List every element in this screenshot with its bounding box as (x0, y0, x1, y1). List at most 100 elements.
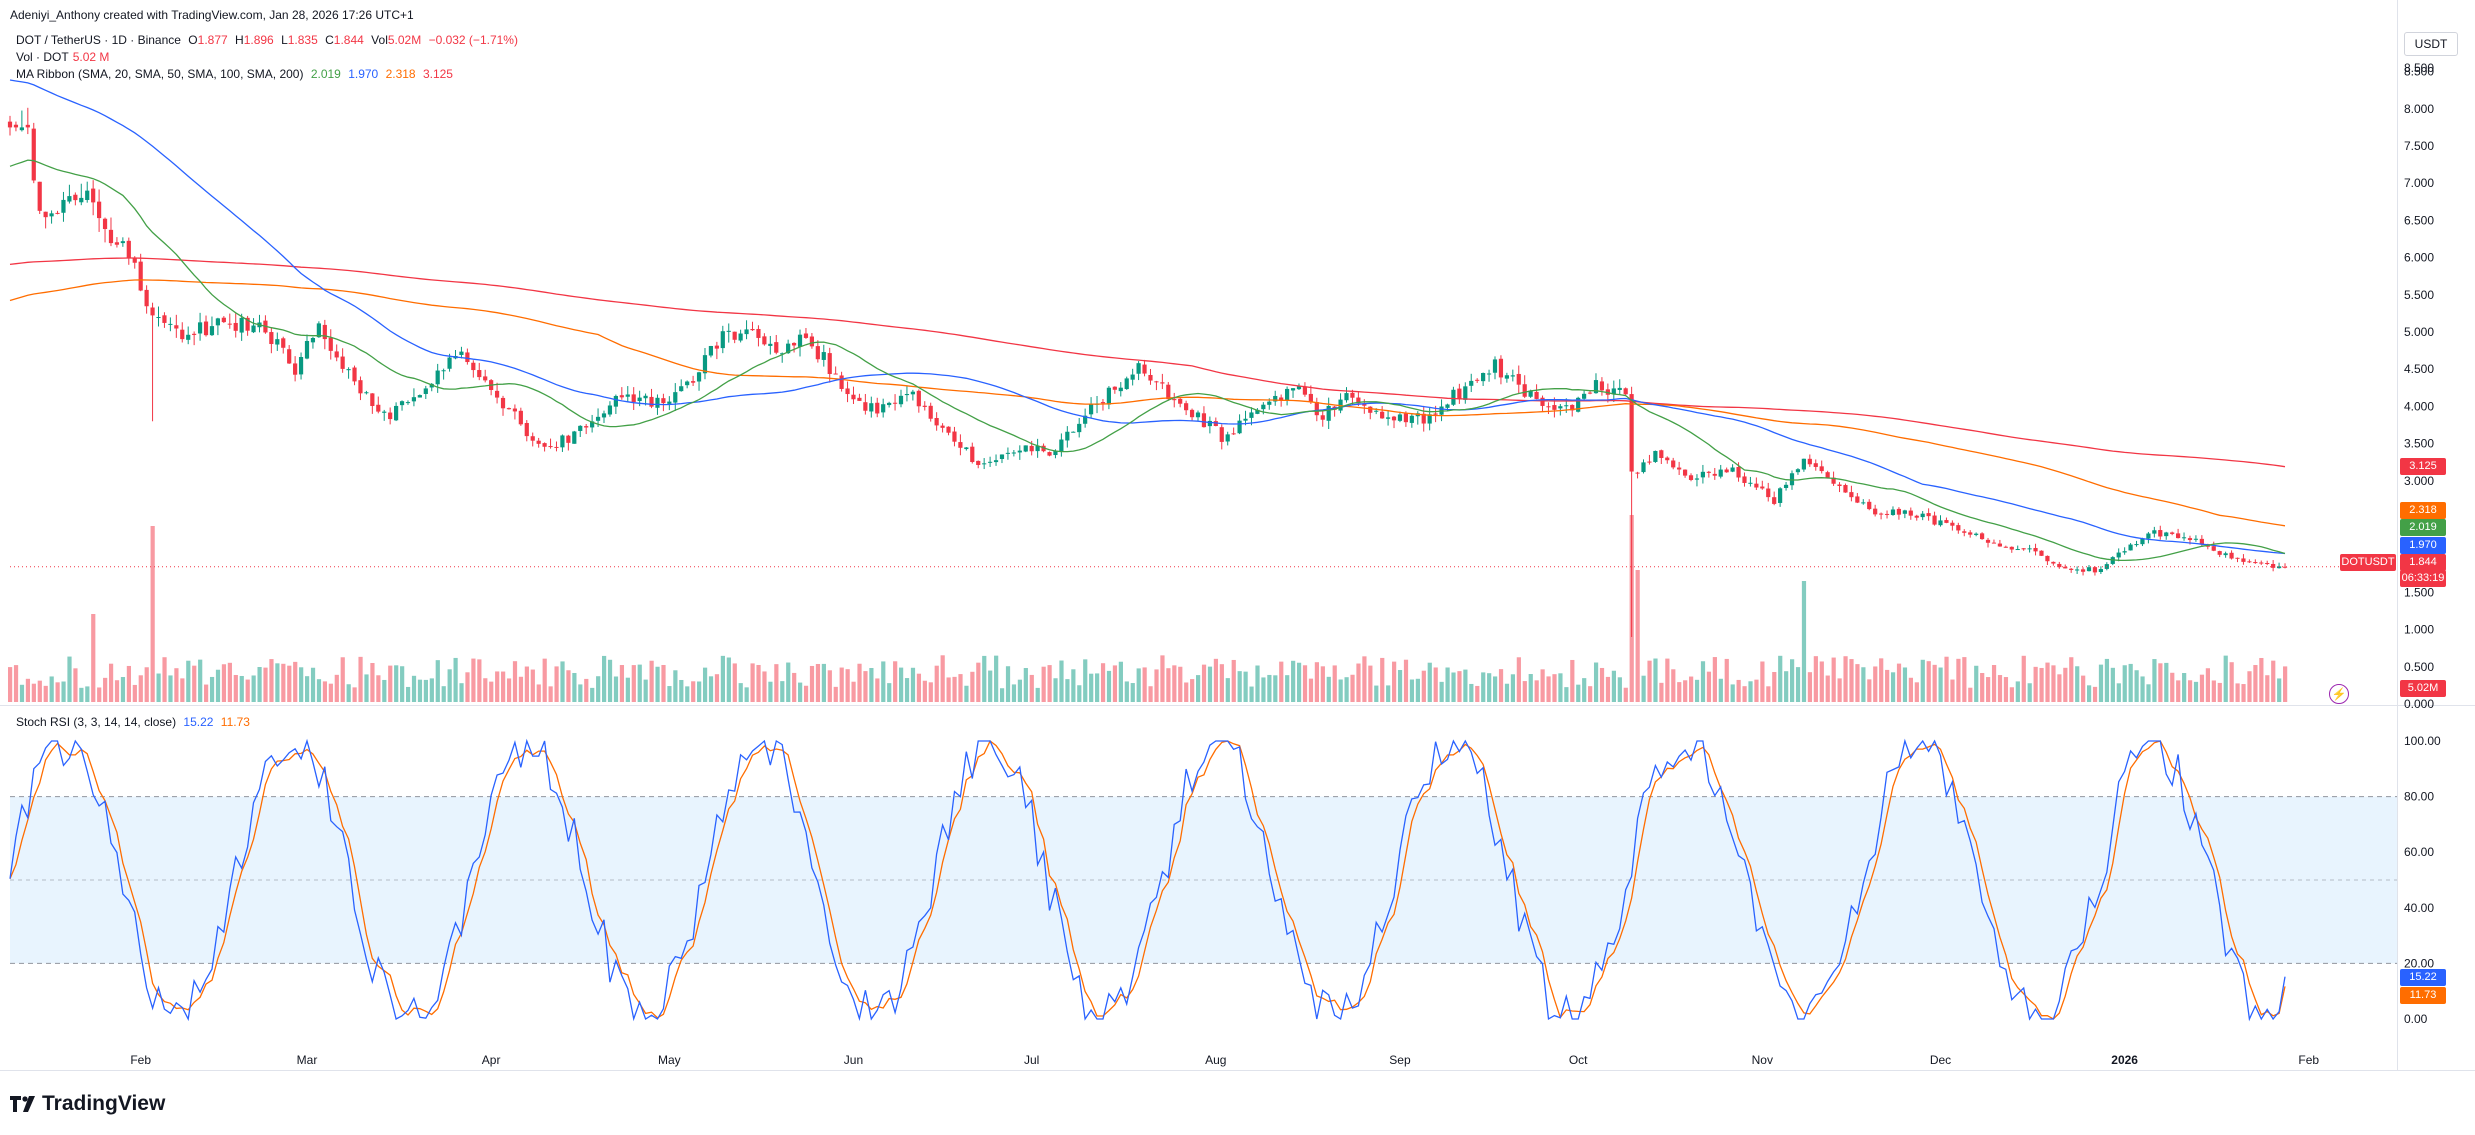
volume-bar (1291, 660, 1296, 702)
candle (1403, 411, 1408, 427)
candle (2021, 548, 2026, 551)
candle (934, 412, 939, 431)
volume-bar (364, 674, 369, 702)
time-tick-label: Apr (482, 1053, 501, 1067)
candle (174, 314, 179, 338)
candle (2193, 535, 2199, 542)
candle-body (1391, 416, 1397, 421)
volume-bar (952, 676, 957, 702)
candle (572, 430, 577, 444)
candle (768, 335, 773, 355)
candle-body (269, 332, 274, 345)
volume-bar (1409, 679, 1415, 702)
candle (1653, 450, 1658, 463)
volume-bar (180, 678, 185, 702)
candle-body (97, 201, 102, 219)
candle-body (2045, 555, 2050, 562)
candle (1219, 424, 1224, 450)
candle-body (2134, 544, 2139, 546)
candle (1700, 464, 1705, 484)
candle (25, 107, 30, 135)
candle (1356, 391, 1361, 407)
candle-body (774, 342, 779, 353)
volume-bar (55, 682, 60, 702)
price-tick-label: 0.500 (2404, 660, 2434, 674)
volume-bar (2253, 665, 2258, 702)
candle-body (1700, 471, 1705, 478)
candle (1677, 461, 1682, 476)
volume-bar (1374, 685, 1379, 702)
candle-body (512, 408, 517, 412)
tradingview-logo[interactable]: TradingView (10, 1092, 165, 1116)
candle (964, 447, 969, 451)
candle-body (239, 317, 244, 333)
candle (1142, 359, 1147, 377)
volume-bar (1588, 686, 1593, 702)
volume-bar (1243, 671, 1248, 702)
candle (548, 438, 553, 449)
volume-bar (1392, 661, 1397, 702)
volume-bar (1136, 668, 1141, 702)
volume-bar (774, 664, 779, 702)
candle-body (1908, 510, 1913, 516)
candle (2247, 559, 2252, 564)
candle-body (1374, 410, 1379, 412)
candle-body (1403, 413, 1408, 423)
candle-body (1451, 389, 1456, 405)
volume-bar (1564, 687, 1569, 702)
symbol-title[interactable]: DOT / TetherUS · 1D · Binance (16, 33, 181, 47)
candle (1997, 539, 2002, 547)
candle-body (1160, 382, 1165, 384)
candle (1962, 529, 1967, 537)
candle (1005, 447, 1011, 460)
candle-body (1273, 395, 1278, 402)
volume-bar (2027, 683, 2032, 702)
tradingview-logo-icon (10, 1096, 35, 1112)
candle (904, 386, 910, 402)
candle-body (2199, 538, 2204, 545)
volume-bar (2122, 665, 2127, 702)
candle (1017, 445, 1022, 460)
candle (851, 386, 856, 404)
volume-bar (245, 679, 250, 702)
candle-body (429, 383, 434, 388)
candle-body (1997, 543, 2002, 547)
volume-bar (2247, 671, 2252, 702)
candle-body (821, 352, 826, 360)
candle (1154, 380, 1159, 391)
countdown-tag: 06:33:19 (2400, 570, 2446, 587)
volume-bar (1451, 672, 1456, 702)
candle (2086, 565, 2092, 572)
candle (1522, 375, 1527, 399)
lightning-icon[interactable]: ⚡ (2329, 684, 2349, 704)
volume-legend[interactable]: Vol · DOT 5.02 M (16, 50, 110, 64)
ma50-line (9, 79, 2286, 555)
candle (13, 121, 19, 132)
candle (471, 360, 476, 378)
currency-button[interactable]: USDT (2404, 32, 2458, 56)
candle-body (180, 329, 185, 340)
candle-body (340, 356, 345, 369)
candle (2265, 560, 2270, 566)
candle (79, 183, 84, 206)
volume-bar (2039, 667, 2044, 702)
volume-bar (1760, 661, 1765, 702)
candle (239, 313, 244, 341)
stoch-rsi-legend[interactable]: Stoch RSI (3, 3, 14, 14, close) 15.22 11… (16, 715, 250, 729)
candle-body (1772, 497, 1777, 504)
candle-body (1587, 392, 1593, 394)
volume-bar (904, 678, 910, 702)
candle-body (542, 443, 547, 447)
ma-ribbon-legend[interactable]: MA Ribbon (SMA, 20, SMA, 50, SMA, 100, S… (16, 67, 453, 81)
volume-bar (108, 663, 114, 702)
price-tick-label: 5.500 (2404, 288, 2434, 302)
candle (1825, 470, 1830, 479)
candle-body (982, 463, 987, 465)
candle-body (726, 330, 731, 332)
candle-body (970, 446, 975, 462)
volume-bar (263, 667, 268, 702)
candle (269, 327, 274, 354)
candle (1659, 449, 1664, 464)
candle-body (619, 395, 624, 398)
